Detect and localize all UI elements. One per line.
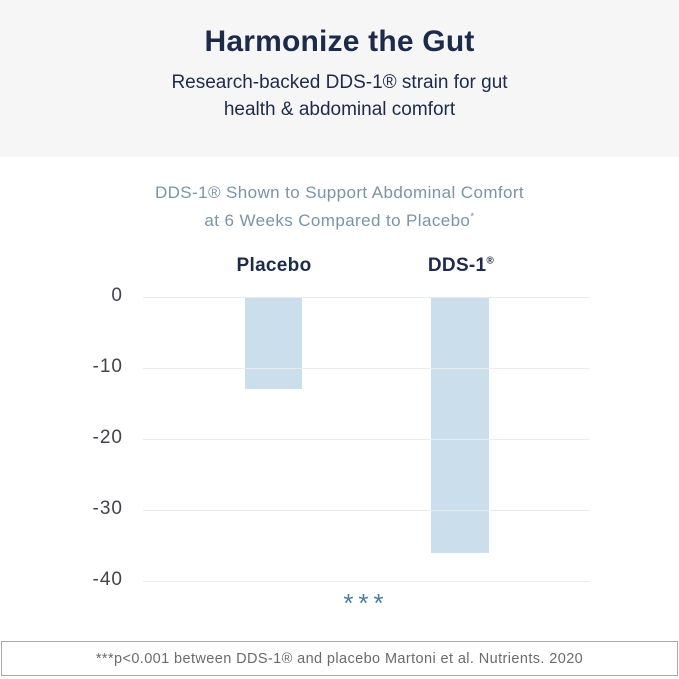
chart-title-line1: DDS-1® Shown to Support Abdominal Comfor… — [154, 183, 525, 202]
y-tick-label: -40 — [92, 568, 123, 590]
header: Harmonize the Gut Research-backed DDS-1®… — [0, 0, 679, 157]
gridline — [143, 297, 589, 298]
page-title: Harmonize the Gut — [204, 25, 475, 58]
bar-dds1 — [431, 297, 489, 553]
column-label-dds1: DDS-1® — [427, 255, 495, 276]
page-subtitle-line2: health & abdominal comfort — [223, 98, 456, 120]
chart-title-footnote-mark: * — [470, 211, 475, 223]
chart-title-line2: at 6 Weeks Compared to Placebo — [204, 211, 471, 231]
footnote-box: ***p<0.001 between DDS-1® and placebo Ma… — [1, 641, 678, 676]
footnote-text: ***p<0.001 between DDS-1® and placebo Ma… — [95, 650, 584, 667]
gridline — [143, 368, 589, 369]
y-axis: 0 -10 -20 -30 -40 — [0, 285, 123, 590]
significance-marker: *** — [343, 588, 389, 618]
y-tick-label: -10 — [92, 355, 123, 377]
gridline — [143, 439, 589, 440]
y-tick-label: 0 — [111, 284, 123, 306]
y-tick-label: -20 — [92, 426, 123, 448]
gridline — [143, 510, 589, 511]
chart-title: DDS-1® Shown to Support Abdominal Comfor… — [0, 179, 679, 235]
y-tick-label: -30 — [92, 497, 123, 519]
page-subtitle-line1: Research-backed DDS-1® strain for gut — [171, 72, 508, 93]
registered-mark: ® — [486, 255, 495, 267]
column-label-placebo: Placebo — [236, 255, 312, 276]
plot-area — [143, 297, 589, 582]
bar-placebo — [245, 297, 302, 390]
gridline — [143, 581, 589, 582]
page-subtitle: Research-backed DDS-1® strain for gut he… — [0, 70, 679, 123]
